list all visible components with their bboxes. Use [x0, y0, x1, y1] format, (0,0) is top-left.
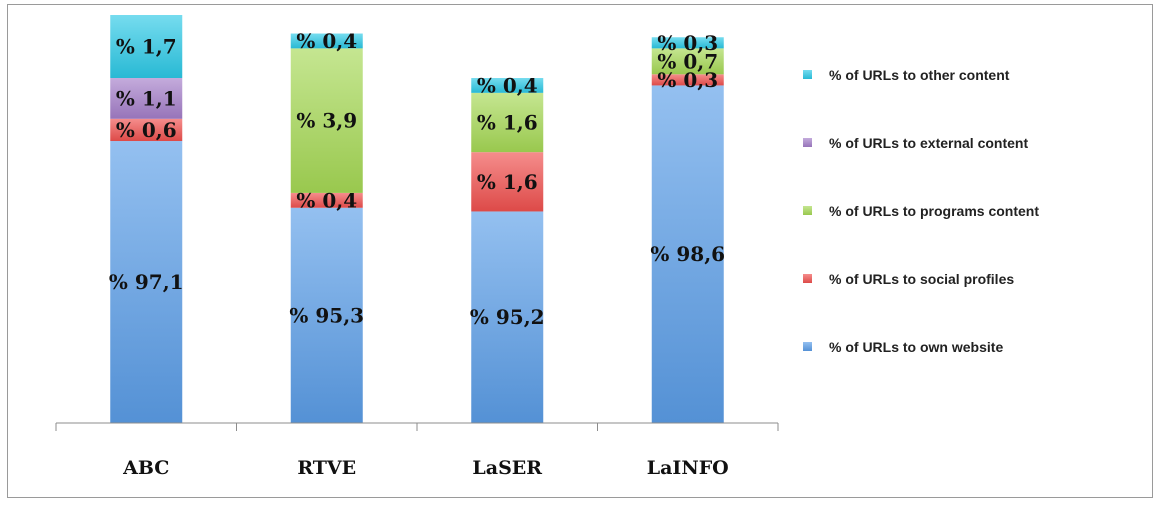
legend-label-of-urls-to-social-profiles: % of URLs to social profiles: [829, 271, 1014, 287]
stacked-bar-chart: % 97,1 % 0,6 % 1,1 % 1,7 % 95,3 % 0,4 % 3,9 % 0…: [55, 15, 1039, 479]
segment-label-laser-of-urls-to-programs-content: % 1,6: [477, 110, 538, 134]
segment-label-rtve-of-urls-to-programs-content: % 3,9: [296, 109, 357, 133]
legend-label-of-urls-to-external-content: % of URLs to external content: [829, 135, 1028, 151]
bar-segment-abc-of-urls-to-other-content: [110, 15, 183, 79]
bar-segment-lainfo-of-urls-to-social-profiles: [651, 74, 724, 86]
segment-label-abc-of-urls-to-social-profiles: % 0,6: [116, 118, 177, 142]
segment-label-lainfo-of-urls-to-programs-content: % 0,7: [657, 49, 718, 73]
legend-label-of-urls-to-own-website: % of URLs to own website: [829, 339, 1003, 355]
bar-segment-rtve-of-urls-to-own-website: [290, 207, 363, 423]
category-label-laser: LaSER: [472, 457, 542, 479]
x-axis: [55, 422, 779, 431]
category-label-lainfo: LaINFO: [647, 457, 729, 479]
bar-segment-laser-of-urls-to-own-website: [471, 211, 544, 423]
segment-labels-layer: % 97,1 % 0,6 % 1,1 % 1,7 % 95,3 % 0,4 % 3,9 % 0…: [109, 29, 725, 329]
legend-swatch-of-urls-to-external-content: [803, 138, 812, 147]
legend-swatch-of-urls-to-programs-content: [803, 206, 812, 215]
bar-segment-abc-of-urls-to-external-content: [110, 78, 183, 119]
legend-swatch-of-urls-to-social-profiles: [803, 274, 812, 283]
chart-frame: % 97,1 % 0,6 % 1,1 % 1,7 % 95,3 % 0,4 % 3,9 % 0…: [7, 4, 1153, 498]
legend-swatch-of-urls-to-other-content: [803, 70, 812, 79]
segment-label-lainfo-of-urls-to-own-website: % 98,6: [650, 242, 725, 266]
category-label-rtve: RTVE: [297, 457, 356, 479]
bar-segment-abc-of-urls-to-own-website: [110, 141, 183, 423]
segment-label-rtve-of-urls-to-own-website: % 95,3: [289, 303, 364, 327]
bar-segment-rtve-of-urls-to-other-content: [290, 33, 363, 49]
legend-label-of-urls-to-other-content: % of URLs to other content: [829, 67, 1010, 83]
segment-label-laser-of-urls-to-other-content: % 0,4: [477, 73, 538, 97]
bars-layer: [110, 15, 724, 423]
segment-label-laser-of-urls-to-social-profiles: % 1,6: [477, 170, 538, 194]
segment-label-abc-of-urls-to-own-website: % 97,1: [109, 270, 184, 294]
segment-label-rtve-of-urls-to-social-profiles: % 0,4: [296, 188, 357, 212]
segment-label-abc-of-urls-to-external-content: % 1,1: [116, 86, 177, 110]
segment-label-laser-of-urls-to-own-website: % 95,2: [470, 305, 545, 329]
bar-segment-laser-of-urls-to-other-content: [471, 78, 544, 93]
legend: % of URLs to other content % of URLs to e…: [803, 67, 1039, 355]
bar-segment-rtve-of-urls-to-social-profiles: [290, 192, 363, 208]
bar-segment-lainfo-of-urls-to-own-website: [651, 85, 724, 423]
category-label-abc: ABC: [122, 457, 169, 479]
bar-segment-rtve-of-urls-to-programs-content: [290, 48, 363, 193]
segment-label-abc-of-urls-to-other-content: % 1,7: [116, 35, 177, 59]
category-labels-layer: ABC RTVE LaSER LaINFO: [122, 457, 729, 479]
segment-label-lainfo-of-urls-to-other-content: % 0,3: [657, 31, 718, 55]
legend-label-of-urls-to-programs-content: % of URLs to programs content: [829, 203, 1039, 219]
bar-segment-abc-of-urls-to-social-profiles: [110, 118, 183, 142]
bar-segment-lainfo-of-urls-to-programs-content: [651, 48, 724, 75]
legend-swatch-of-urls-to-own-website: [803, 342, 812, 351]
segment-label-lainfo-of-urls-to-social-profiles: % 0,3: [657, 68, 718, 92]
bar-segment-laser-of-urls-to-programs-content: [471, 92, 544, 153]
segment-label-rtve-of-urls-to-other-content: % 0,4: [296, 29, 357, 53]
bar-segment-laser-of-urls-to-social-profiles: [471, 152, 544, 212]
bar-segment-lainfo-of-urls-to-other-content: [651, 37, 724, 49]
